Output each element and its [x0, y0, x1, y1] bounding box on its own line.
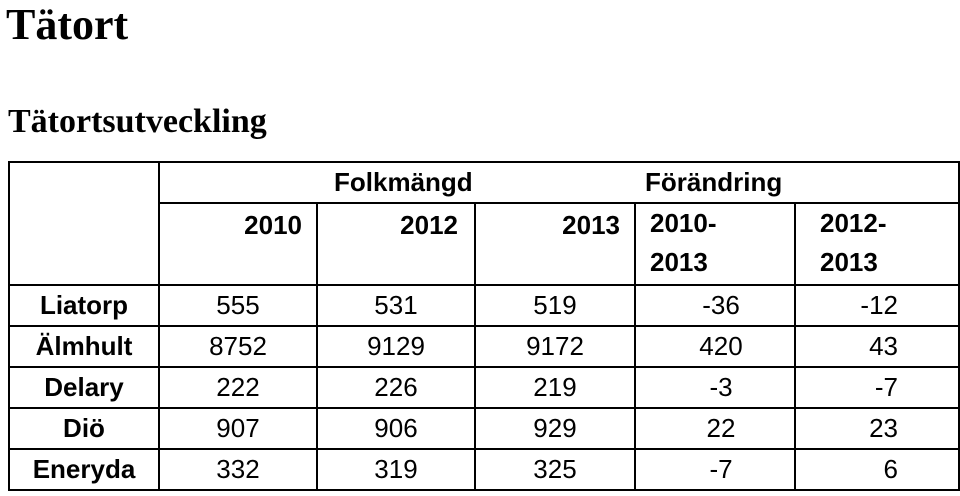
row-name: Diö: [8, 407, 160, 450]
table-cell: 6: [794, 448, 960, 491]
year-header-row: 2010 2012 2013 2010- 2013 2012- 2013: [8, 202, 960, 286]
table-cell: 8752: [158, 325, 318, 368]
table-cell: 9129: [316, 325, 476, 368]
table-row: Eneryda 332 319 325 -7 6: [8, 448, 960, 491]
table-cell: 22: [634, 407, 796, 450]
table-row: Älmhult 8752 9129 9172 420 43: [8, 325, 960, 368]
corner-cell: [8, 161, 160, 203]
table-cell: 332: [158, 448, 318, 491]
section-subtitle: Tätortsutveckling: [8, 103, 267, 140]
year-header-2010-2013: 2010- 2013: [634, 202, 796, 286]
population-table: Folkmängd Förändring 2010 2012 2013 2010…: [8, 161, 960, 491]
table-row: Liatorp 555 531 519 -36 -12: [8, 284, 960, 327]
table-cell: -7: [794, 366, 960, 409]
table-cell: 226: [316, 366, 476, 409]
table-cell: 319: [316, 448, 476, 491]
table-cell: 519: [474, 284, 636, 327]
table-cell: 555: [158, 284, 318, 327]
year-header-2012-2013: 2012- 2013: [794, 202, 960, 286]
row-name: Liatorp: [8, 284, 160, 327]
table-cell: -7: [634, 448, 796, 491]
table-cell: 222: [158, 366, 318, 409]
table-row: Delary 222 226 219 -3 -7: [8, 366, 960, 409]
table-cell: 929: [474, 407, 636, 450]
corner-cell-lower: [8, 203, 160, 286]
row-name: Eneryda: [8, 448, 160, 491]
year-header-2010: 2010: [158, 202, 318, 286]
table-cell: 9172: [474, 325, 636, 368]
table-cell: -36: [634, 284, 796, 327]
table-cell: -12: [794, 284, 960, 327]
table-cell: 531: [316, 284, 476, 327]
table-cell: 23: [794, 407, 960, 450]
table-cell: 420: [634, 325, 796, 368]
year-header-2013: 2013: [474, 202, 636, 286]
table-row: Diö 907 906 929 22 23: [8, 407, 960, 450]
table-cell: 325: [474, 448, 636, 491]
page-title: Tätort: [6, 0, 129, 49]
change-group-header: Förändring: [635, 161, 960, 204]
table-cell: 907: [158, 407, 318, 450]
table-cell: -3: [634, 366, 796, 409]
table-cell: 906: [316, 407, 476, 450]
table-cell: 43: [794, 325, 960, 368]
group-header-row: Folkmängd Förändring: [8, 161, 960, 204]
table-cell: 219: [474, 366, 636, 409]
row-name: Älmhult: [8, 325, 160, 368]
row-name: Delary: [8, 366, 160, 409]
year-header-2012: 2012: [316, 202, 476, 286]
population-group-header: Folkmängd: [158, 161, 635, 204]
